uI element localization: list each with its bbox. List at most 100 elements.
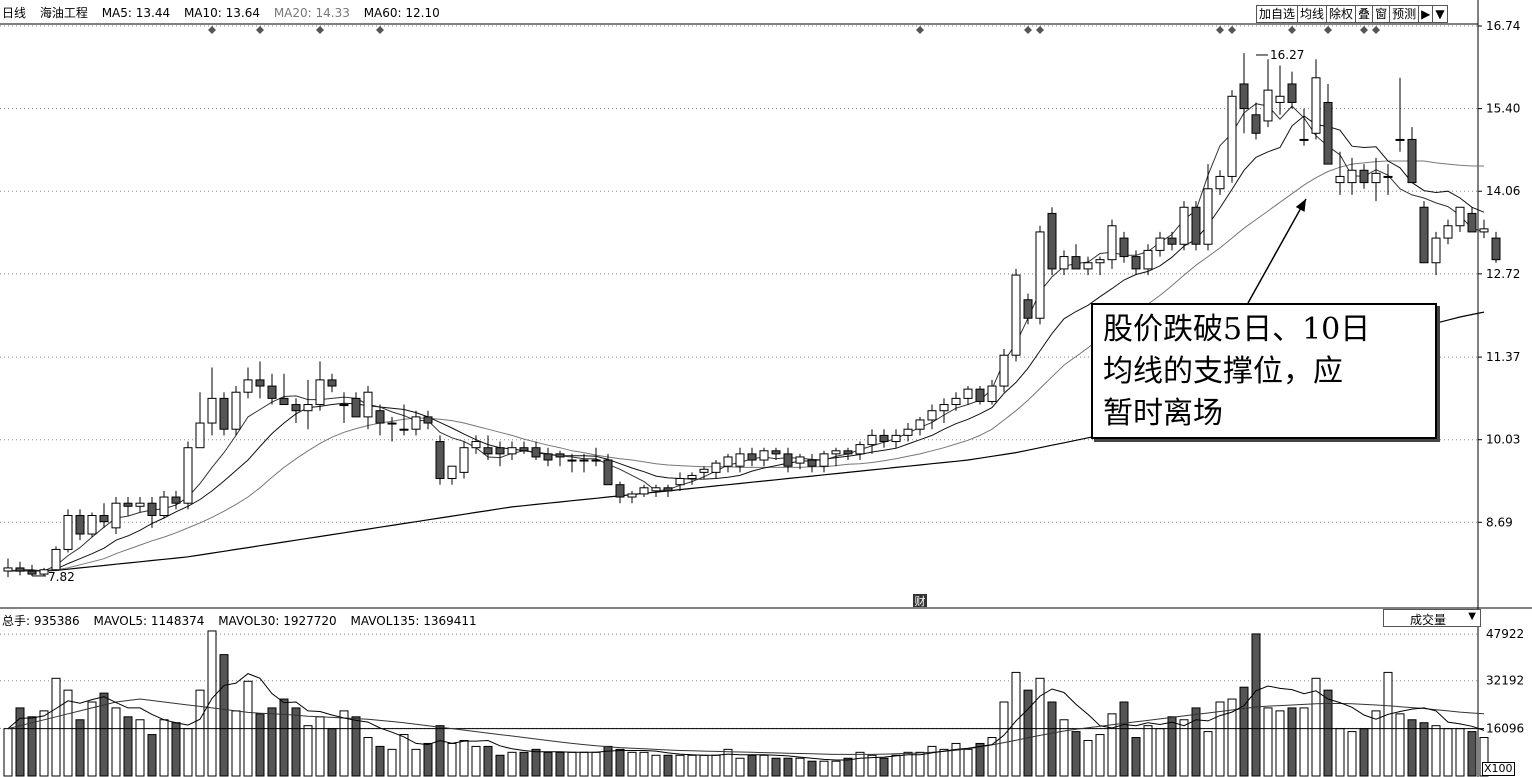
candle xyxy=(1275,65,1285,115)
volume-bar-up xyxy=(579,751,589,777)
candle-body-up xyxy=(39,569,49,575)
candle xyxy=(1179,201,1189,251)
candle-body-up xyxy=(1479,228,1489,233)
ma10-label: MA10: 13.64 xyxy=(183,6,260,20)
volume-bar-up xyxy=(111,707,121,777)
candle xyxy=(783,447,793,473)
nav-right-icon[interactable]: ▶ xyxy=(1418,5,1434,23)
volume-bar-down xyxy=(1467,731,1477,777)
indicator-select[interactable]: 成交量 ▼ xyxy=(1383,609,1481,627)
candle-body-down xyxy=(351,397,361,418)
volume-bar-down xyxy=(1419,722,1429,777)
volume-bar-up xyxy=(3,728,13,777)
candle xyxy=(759,447,769,467)
candle xyxy=(795,453,805,470)
volume-bar-down xyxy=(147,734,157,777)
volume-bar-down xyxy=(255,713,265,777)
volume-bar-up xyxy=(1395,713,1405,777)
candle xyxy=(1251,102,1261,140)
volume-bar-down xyxy=(123,716,133,777)
candle xyxy=(1479,219,1489,239)
candle-body-up xyxy=(1179,206,1189,245)
volume-bar-up xyxy=(939,748,949,777)
ex-rights-button[interactable]: 除权 xyxy=(1326,5,1357,23)
add-watchlist-button[interactable]: 加自选 xyxy=(1256,5,1299,23)
volume-bar-down xyxy=(279,698,289,777)
candle xyxy=(1323,83,1333,165)
volume-bar-up xyxy=(591,751,601,777)
volume-bar-up xyxy=(819,760,829,777)
candle-body-up xyxy=(1311,77,1321,134)
candle xyxy=(615,481,625,504)
candle-body-down xyxy=(255,379,265,387)
candle xyxy=(1107,219,1117,269)
candle xyxy=(195,392,205,449)
price-tick-label: 12.72 xyxy=(1486,267,1520,281)
candle-body-up xyxy=(1299,138,1309,141)
candle xyxy=(1035,225,1045,325)
candle xyxy=(1047,207,1057,276)
candle-body-up xyxy=(699,468,709,473)
price-header: 日线 海油工程 MA5: 13.44 MA10: 13.64 MA20: 14.… xyxy=(2,4,450,21)
candle-body-down xyxy=(975,388,985,402)
candle-body-up xyxy=(735,453,745,467)
candle xyxy=(687,472,697,485)
candle-body-up xyxy=(363,391,373,418)
volume-bar-up xyxy=(1059,719,1069,777)
candle xyxy=(291,398,301,424)
volume-header: 总手: 935386 MAVOL5: 1148374 MAVOL30: 1927… xyxy=(2,612,487,629)
total-volume-label: 总手: 935386 xyxy=(2,614,80,628)
candle-body-down xyxy=(27,570,37,575)
window-button[interactable]: 窗 xyxy=(1372,5,1391,23)
price-tick-label: 8.69 xyxy=(1486,515,1513,529)
callout-arrow-line xyxy=(1247,198,1307,304)
event-marker-icon xyxy=(1324,26,1332,34)
callout-line-2: 均线的支撑位，应 xyxy=(1103,354,1343,389)
mavol30-label: MAVOL30: 1927720 xyxy=(218,614,337,628)
candle-body-down xyxy=(423,416,433,424)
volume-bar-down xyxy=(519,751,529,777)
volume-tick-label: 16096 xyxy=(1486,721,1524,735)
candle xyxy=(735,447,745,473)
overlay-button[interactable]: 叠 xyxy=(1355,5,1374,23)
ma-line-button[interactable]: 均线 xyxy=(1297,5,1328,23)
candle xyxy=(147,497,157,528)
mavol30-line xyxy=(7,698,1485,755)
candle xyxy=(591,447,601,467)
volume-bar-up xyxy=(675,754,685,777)
candle xyxy=(903,423,913,442)
volume-bar-up xyxy=(1371,710,1381,777)
event-marker-icon xyxy=(1372,26,1380,34)
candle xyxy=(1299,108,1309,146)
event-marker-icon xyxy=(1360,26,1368,34)
volume-tick-label: 32192 xyxy=(1486,674,1524,688)
candle-body-down xyxy=(267,385,277,399)
candle-body-up xyxy=(831,450,841,455)
candle-body-up xyxy=(1215,175,1225,190)
forecast-button[interactable]: 预测 xyxy=(1389,5,1420,23)
candle xyxy=(135,497,145,513)
event-marker-icon xyxy=(376,26,384,34)
candle-body-down xyxy=(219,397,229,430)
candle xyxy=(255,361,265,399)
event-marker-icon xyxy=(1288,26,1296,34)
candle xyxy=(1203,164,1213,251)
candle xyxy=(1347,157,1357,195)
volume-bar-up xyxy=(951,742,961,777)
volume-bar-up xyxy=(1083,739,1093,777)
candle-body-down xyxy=(1323,101,1333,165)
volume-bar-up xyxy=(963,748,973,777)
candle xyxy=(1059,250,1069,276)
menu-dropdown-icon[interactable]: ▼ xyxy=(1432,5,1448,23)
candle xyxy=(243,367,253,399)
volume-bar-up xyxy=(207,630,217,777)
candle xyxy=(327,373,337,393)
candle xyxy=(555,450,565,467)
period-label: 日线 xyxy=(2,6,27,20)
candle-body-up xyxy=(159,496,169,517)
candle xyxy=(339,392,349,424)
volume-bar-down xyxy=(27,716,37,777)
volume-bar-up xyxy=(735,757,745,777)
price-tick-label: 10.03 xyxy=(1486,433,1520,447)
candle-body-up xyxy=(939,404,949,412)
